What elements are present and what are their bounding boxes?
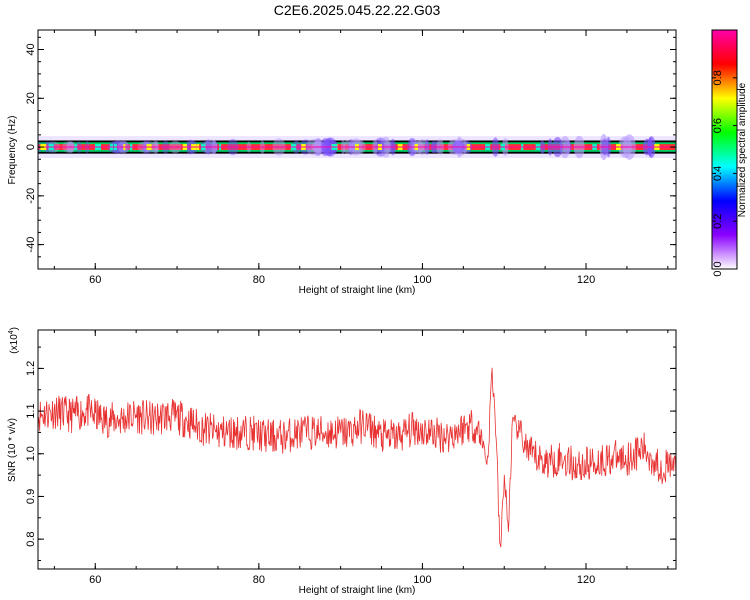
colorbar-tick-label: 0.2 [712, 214, 724, 229]
chart-title: C2E6.2025.045.22.22.G03 [274, 2, 441, 18]
snr-series-line [38, 367, 676, 548]
y-tick-label: 0 [25, 144, 37, 150]
spectrogram-frame [37, 29, 677, 270]
snr-x-label: Height of straight line (km) [299, 585, 416, 596]
spectrogram-panel: 60 80 100 120 -40 -20 0 20 40 Height of straight… [7, 29, 677, 296]
colorbar-tick-label: 0.6 [712, 118, 724, 133]
snr-ticks: 60 80 100 120 0.8 0.9 1.0 1.1 1.2 [25, 330, 676, 586]
snr-panel: 60 80 100 120 0.8 0.9 1.0 1.1 1.2 Height of stra… [7, 327, 677, 596]
colorbar-ticks: 0.0 0.2 0.4 0.6 0.8 [712, 70, 737, 277]
colorbar-tick-label: 0.4 [712, 166, 724, 181]
colorbar: 0.0 0.2 0.4 0.6 0.8 Normalized spectral ampl… [711, 29, 748, 277]
colorbar-gradient [711, 29, 738, 270]
y-tick-label: 1.1 [25, 403, 37, 418]
snr-frame [37, 329, 677, 570]
y-tick-label: 40 [25, 43, 37, 55]
colorbar-label: Normalized spectral amplitude [737, 82, 748, 217]
x-tick-label: 60 [89, 574, 101, 586]
x-tick-label: 80 [253, 274, 265, 286]
x-tick-label: 60 [89, 274, 101, 286]
y-tick-label: 20 [25, 92, 37, 104]
spectrogram-x-label: Height of straight line (km) [299, 285, 416, 296]
y-tick-label: -20 [25, 188, 37, 204]
x-tick-label: 100 [413, 574, 431, 586]
colorbar-tick-label: 0.8 [712, 70, 724, 85]
spectrogram-band [38, 133, 676, 161]
snr-background [38, 330, 676, 569]
y-tick-label: -40 [25, 237, 37, 253]
y-tick-label: 1.2 [25, 361, 37, 376]
colorbar-tick-label: 0.0 [712, 261, 724, 276]
snr-line-group [38, 367, 676, 548]
y-tick-label: 1.0 [25, 446, 37, 461]
x-tick-label: 100 [413, 274, 431, 286]
spectrogram-y-label: Frequency (Hz) [7, 116, 18, 185]
y-tick-label: 0.8 [25, 531, 37, 546]
x-tick-label: 80 [253, 574, 265, 586]
x-tick-label: 120 [577, 574, 595, 586]
snr-y-multiplier: (x104) [8, 327, 20, 354]
snr-y-label: SNR (10 * v/v) [7, 418, 18, 482]
y-tick-label: 0.9 [25, 489, 37, 504]
spectrogram-ticks: 60 80 100 120 -40 -20 0 20 40 [25, 30, 676, 286]
x-tick-label: 120 [577, 274, 595, 286]
